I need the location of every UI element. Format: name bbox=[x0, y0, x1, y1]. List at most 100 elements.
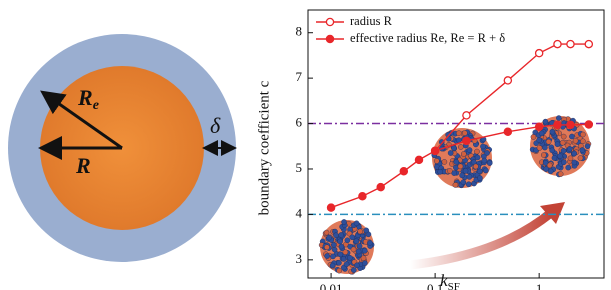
particle-bead bbox=[330, 263, 335, 268]
legend-marker bbox=[326, 35, 333, 42]
legend-marker bbox=[326, 18, 333, 25]
particle-bead bbox=[557, 153, 562, 158]
particle-bead bbox=[573, 138, 578, 143]
particle-bead bbox=[561, 160, 566, 165]
particle-bead bbox=[338, 252, 343, 257]
shell-label: δ bbox=[210, 113, 221, 138]
particle-bead bbox=[462, 130, 467, 135]
particle-bead bbox=[367, 240, 372, 245]
particle-bead bbox=[569, 134, 574, 139]
trend-arrow bbox=[410, 212, 552, 265]
particle-bead bbox=[561, 148, 566, 153]
particle-bead bbox=[474, 149, 479, 154]
y-axis-label: boundary coefficient c bbox=[256, 80, 272, 215]
particle-bead bbox=[580, 147, 585, 152]
particle-bead bbox=[337, 268, 342, 273]
data-point bbox=[585, 121, 592, 128]
data-point bbox=[400, 168, 407, 175]
nanoparticle bbox=[319, 219, 374, 274]
particle-bead bbox=[354, 221, 359, 226]
data-point bbox=[536, 50, 543, 57]
y-tick-label: 8 bbox=[296, 24, 303, 39]
particle-bead bbox=[555, 142, 560, 147]
particle-bead bbox=[537, 145, 542, 150]
particle-bead bbox=[467, 147, 472, 152]
x-tick-label: 1 bbox=[536, 281, 543, 290]
particle-bead bbox=[347, 255, 352, 260]
particle-bead bbox=[454, 159, 459, 164]
particle-bead bbox=[531, 134, 536, 139]
y-tick-label: 5 bbox=[296, 160, 303, 175]
particle-bead bbox=[487, 160, 492, 165]
particle-bead bbox=[477, 169, 482, 174]
particle-bead bbox=[480, 144, 485, 149]
particle-bead bbox=[351, 267, 356, 272]
particle-bead bbox=[552, 155, 557, 160]
particle-bead bbox=[477, 175, 482, 180]
figure: Re R δ boundary coefficient c kSF 345678… bbox=[0, 0, 611, 290]
particle-bead bbox=[447, 168, 452, 173]
particle-bead bbox=[547, 163, 552, 168]
label-subscript: e bbox=[93, 98, 99, 113]
particle-bead bbox=[358, 229, 363, 234]
particle-bead bbox=[546, 139, 551, 144]
particle-bead bbox=[330, 254, 335, 259]
particle-bead bbox=[354, 263, 359, 268]
particle-bead bbox=[357, 243, 362, 248]
data-point bbox=[432, 147, 439, 154]
particle-bead bbox=[578, 155, 583, 160]
particle-bead bbox=[572, 160, 577, 165]
particle-bead bbox=[456, 131, 461, 136]
particle-bead bbox=[483, 168, 488, 173]
data-point bbox=[359, 193, 366, 200]
particle-bead bbox=[434, 158, 439, 163]
data-point bbox=[554, 121, 561, 128]
particle-bead bbox=[451, 146, 456, 151]
particle-bead bbox=[580, 139, 585, 144]
particle-bead bbox=[550, 148, 555, 153]
label-main: R bbox=[77, 85, 93, 110]
y-tick-label: 7 bbox=[296, 69, 303, 84]
particle-bead bbox=[362, 248, 367, 253]
particle-bead bbox=[362, 261, 367, 266]
particle-bead bbox=[448, 150, 453, 155]
particle-bead bbox=[324, 230, 329, 235]
particle-bead bbox=[344, 262, 349, 267]
particle-bead bbox=[361, 256, 366, 261]
particle-bead bbox=[325, 253, 330, 258]
y-tick-label: 6 bbox=[296, 115, 303, 130]
y-tick-label: 3 bbox=[296, 251, 303, 266]
particle-bead bbox=[343, 250, 348, 255]
particle-bead bbox=[543, 119, 548, 124]
insets bbox=[410, 202, 565, 265]
data-point bbox=[585, 40, 592, 47]
data-point bbox=[463, 137, 470, 144]
particle-bead bbox=[561, 134, 566, 139]
particle-bead bbox=[568, 156, 573, 161]
particle-bead bbox=[341, 219, 346, 224]
particle-bead bbox=[332, 247, 337, 252]
data-point bbox=[554, 40, 561, 47]
particle-bead bbox=[350, 235, 355, 240]
particle-bead bbox=[475, 155, 480, 160]
particle-bead bbox=[566, 165, 571, 170]
particle-bead bbox=[484, 150, 489, 155]
particle-bead bbox=[473, 164, 478, 169]
particle-bead bbox=[548, 169, 553, 174]
particle-bead bbox=[537, 137, 542, 142]
particle-bead bbox=[345, 238, 350, 243]
particle-bead bbox=[364, 228, 369, 233]
particle-bead bbox=[539, 131, 544, 136]
particle-bead bbox=[567, 146, 572, 151]
particle-bead bbox=[460, 173, 465, 178]
particle-bead bbox=[572, 151, 577, 156]
particle-bead bbox=[558, 172, 563, 177]
data-point bbox=[567, 40, 574, 47]
particle-bead bbox=[354, 239, 359, 244]
page: {"diagram": {"outer_radius_label": "R", … bbox=[0, 0, 611, 290]
particle-bead bbox=[463, 168, 468, 173]
particle-bead bbox=[339, 232, 344, 237]
particle-bead bbox=[333, 233, 338, 238]
particle-bead bbox=[331, 242, 336, 247]
data-point bbox=[567, 121, 574, 128]
